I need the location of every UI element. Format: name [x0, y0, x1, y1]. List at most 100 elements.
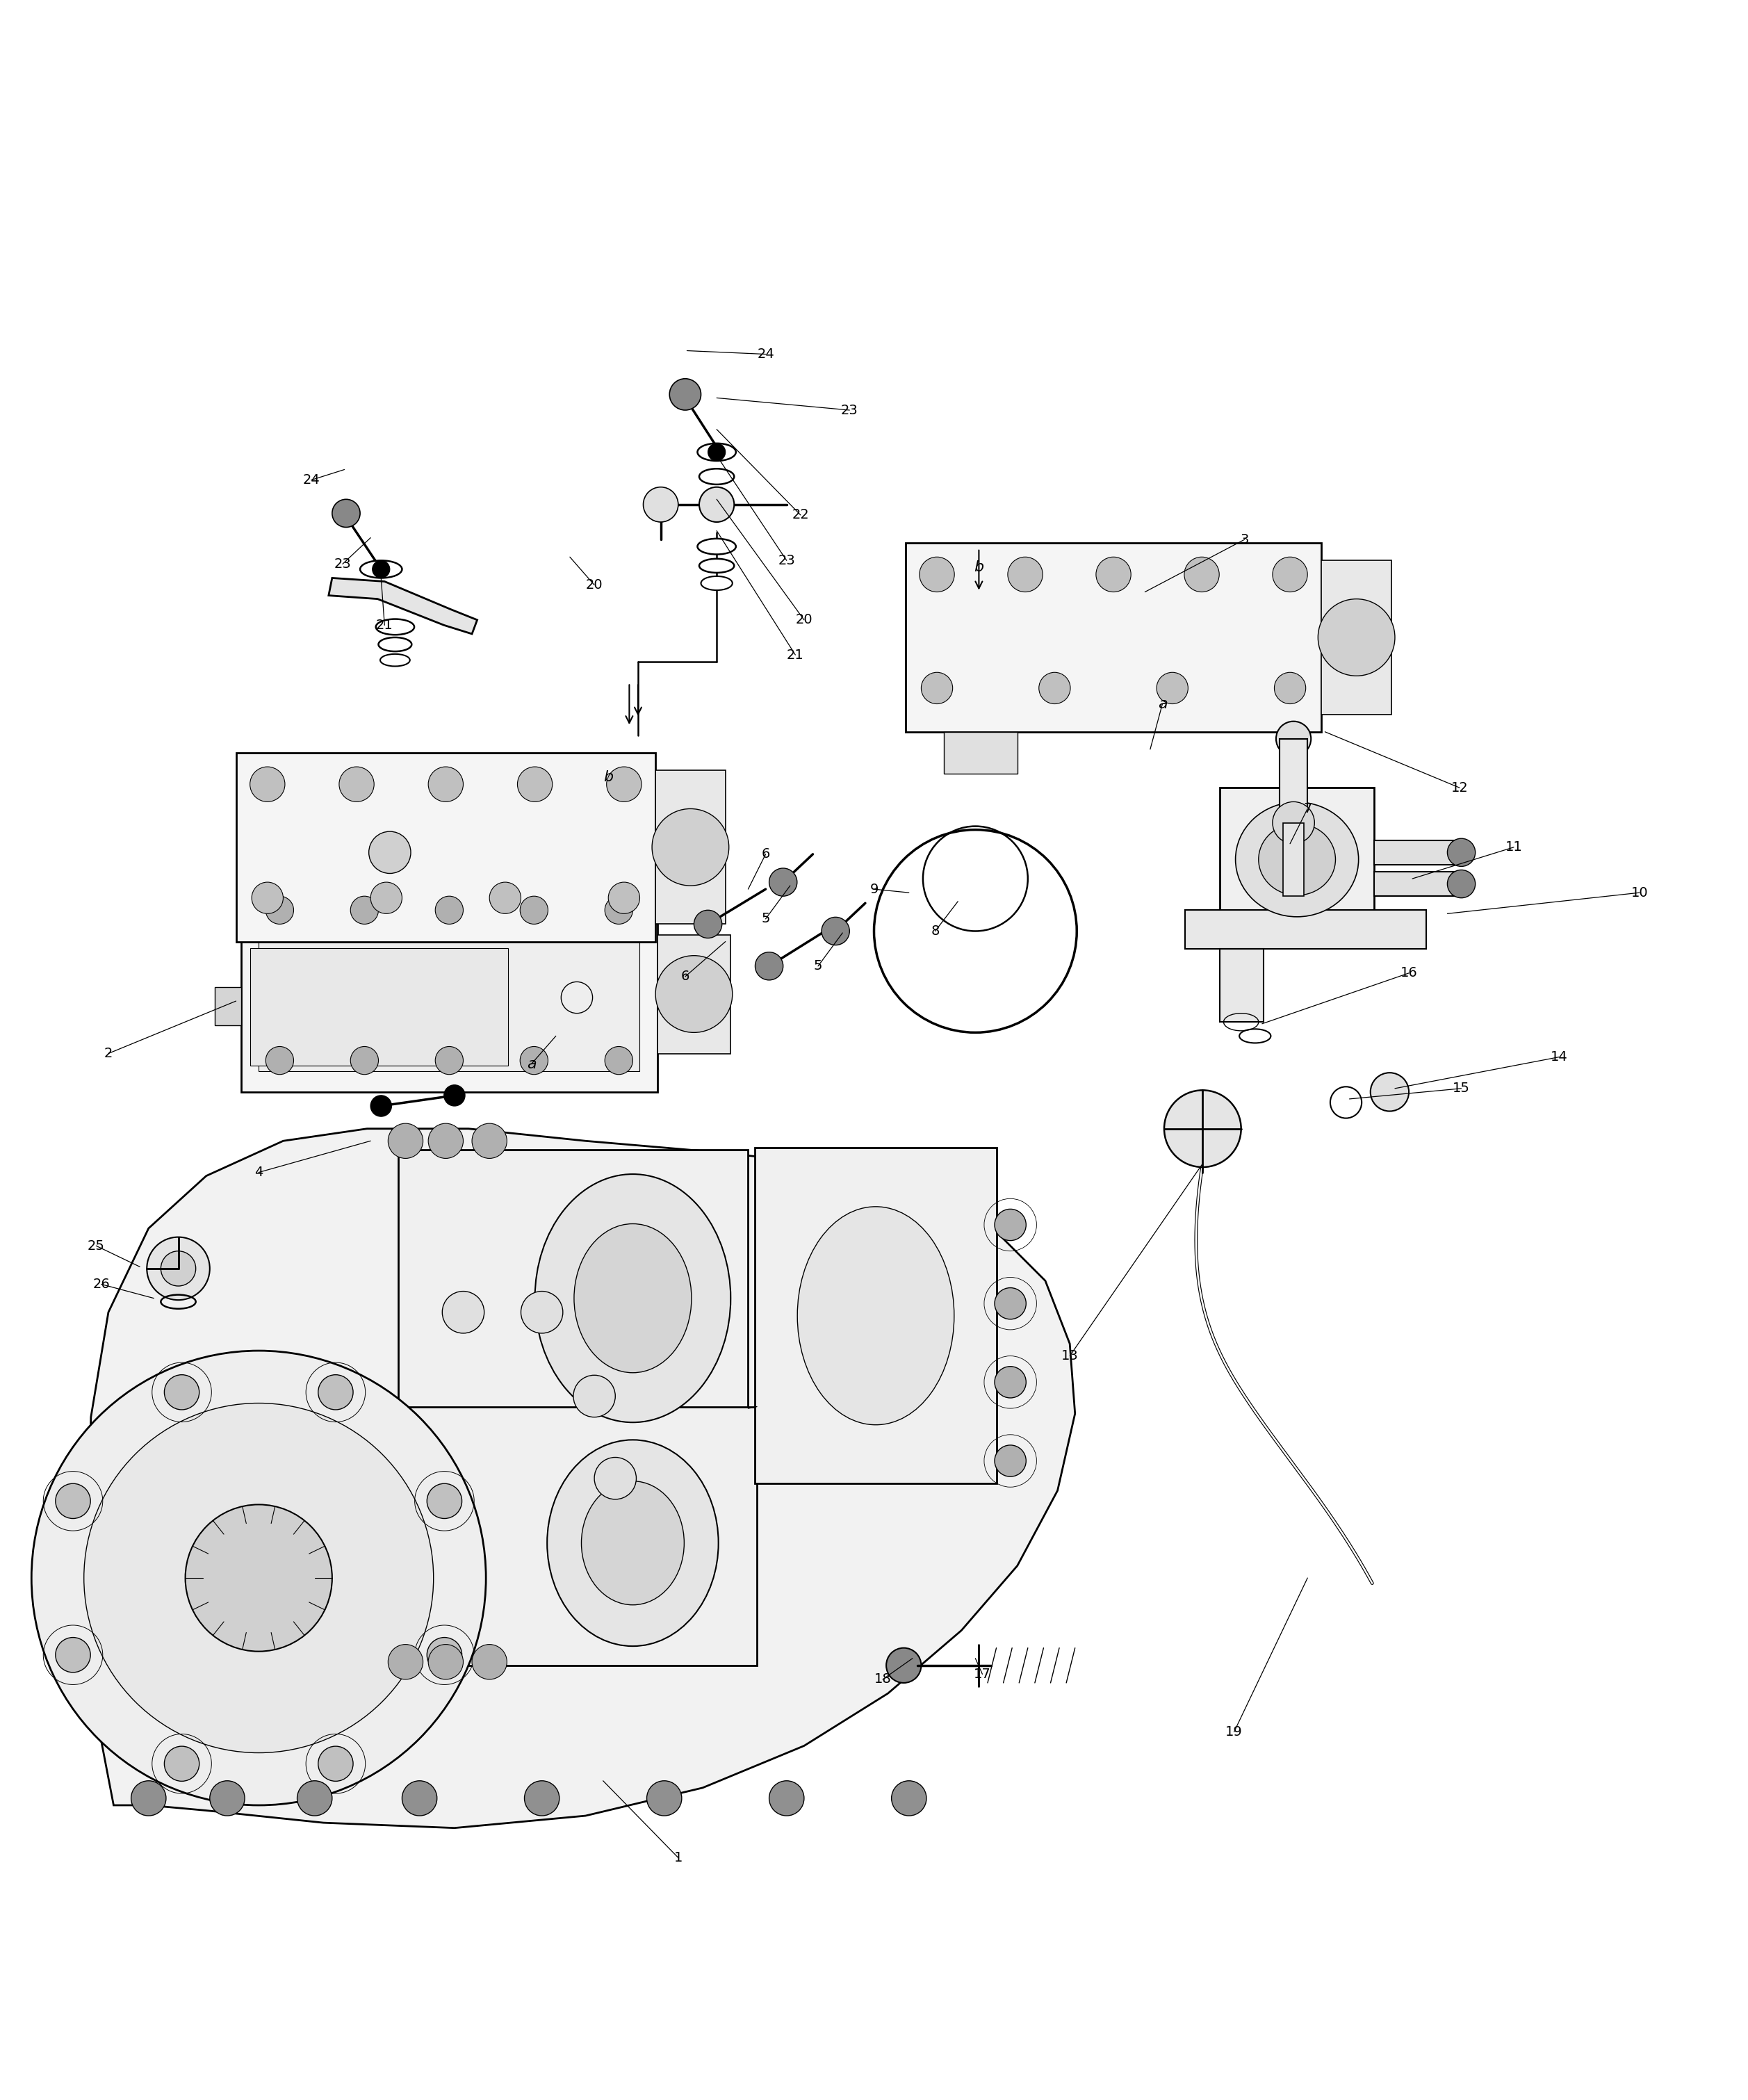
Circle shape [699, 487, 734, 523]
Text: 19: 19 [1225, 1726, 1243, 1739]
Text: 18: 18 [874, 1674, 891, 1686]
Circle shape [769, 867, 797, 897]
Circle shape [266, 897, 294, 924]
Circle shape [435, 1046, 463, 1075]
Circle shape [444, 1086, 465, 1107]
Text: 2: 2 [105, 1048, 112, 1060]
Bar [1220, 788, 1374, 930]
Circle shape [656, 956, 732, 1033]
Circle shape [573, 1376, 615, 1418]
Circle shape [56, 1483, 91, 1518]
Text: 3: 3 [1241, 533, 1248, 546]
Circle shape [521, 1292, 563, 1334]
Circle shape [297, 1781, 332, 1816]
Bar [399, 1149, 748, 1409]
Circle shape [517, 766, 552, 802]
Circle shape [427, 1483, 461, 1518]
Circle shape [919, 557, 954, 592]
Text: 10: 10 [1631, 886, 1648, 899]
Circle shape [371, 882, 402, 914]
Text: 15: 15 [1453, 1082, 1470, 1094]
Circle shape [339, 766, 374, 802]
Circle shape [524, 1781, 559, 1816]
Circle shape [472, 1644, 507, 1680]
Bar [1283, 823, 1304, 897]
Polygon shape [87, 1128, 1075, 1827]
Circle shape [647, 1781, 682, 1816]
Circle shape [605, 897, 633, 924]
Circle shape [350, 897, 378, 924]
Circle shape [1273, 557, 1308, 592]
Circle shape [521, 897, 549, 924]
Text: 5: 5 [815, 960, 822, 972]
Circle shape [921, 672, 953, 704]
Circle shape [886, 1649, 921, 1682]
Text: 5: 5 [762, 911, 769, 926]
Polygon shape [329, 578, 477, 634]
Bar [1185, 909, 1426, 949]
Circle shape [56, 1638, 91, 1672]
Ellipse shape [582, 1480, 683, 1604]
Text: 24: 24 [757, 349, 774, 361]
Bar [236, 752, 656, 941]
Circle shape [185, 1504, 332, 1651]
Circle shape [605, 1046, 633, 1075]
Circle shape [84, 1403, 434, 1754]
Circle shape [891, 1781, 926, 1816]
Circle shape [428, 1644, 463, 1680]
Text: 6: 6 [762, 848, 769, 861]
Circle shape [428, 766, 463, 802]
Circle shape [1185, 557, 1220, 592]
Text: 12: 12 [1451, 781, 1468, 794]
Circle shape [161, 1252, 196, 1285]
Circle shape [1273, 802, 1314, 844]
Circle shape [755, 951, 783, 981]
Ellipse shape [699, 468, 734, 485]
Circle shape [164, 1747, 199, 1781]
Circle shape [435, 897, 463, 924]
Circle shape [1318, 598, 1395, 676]
Circle shape [147, 1237, 210, 1300]
Circle shape [427, 1638, 461, 1672]
Circle shape [250, 766, 285, 802]
Bar [905, 544, 1321, 731]
Bar [656, 771, 725, 924]
Circle shape [131, 1781, 166, 1816]
Ellipse shape [547, 1441, 718, 1646]
Text: 1: 1 [675, 1850, 682, 1865]
Circle shape [31, 1350, 486, 1806]
Circle shape [428, 1124, 463, 1159]
Text: 21: 21 [376, 620, 393, 632]
Text: 9: 9 [871, 882, 877, 897]
Text: 25: 25 [87, 1239, 105, 1252]
Circle shape [388, 1644, 423, 1680]
Circle shape [1096, 557, 1131, 592]
Ellipse shape [378, 638, 413, 651]
Circle shape [769, 1781, 804, 1816]
Bar [241, 878, 657, 1092]
Ellipse shape [697, 443, 736, 460]
Ellipse shape [376, 620, 414, 634]
Circle shape [822, 918, 850, 945]
Text: 4: 4 [255, 1166, 262, 1178]
Ellipse shape [699, 559, 734, 573]
Circle shape [594, 1457, 636, 1499]
Circle shape [652, 809, 729, 886]
Circle shape [472, 1124, 507, 1159]
Circle shape [252, 882, 283, 914]
Bar [215, 987, 241, 1025]
Circle shape [1447, 838, 1475, 867]
Bar [259, 899, 640, 1071]
Text: 7: 7 [1304, 802, 1311, 815]
Circle shape [1370, 1073, 1409, 1111]
Circle shape [388, 1124, 423, 1159]
Circle shape [607, 766, 642, 802]
Circle shape [608, 882, 640, 914]
Ellipse shape [1259, 823, 1335, 895]
Circle shape [350, 1046, 378, 1075]
Text: 20: 20 [795, 613, 813, 626]
Ellipse shape [360, 561, 402, 578]
Text: 14: 14 [1550, 1050, 1568, 1063]
Ellipse shape [573, 1224, 692, 1373]
Bar [1374, 872, 1461, 897]
